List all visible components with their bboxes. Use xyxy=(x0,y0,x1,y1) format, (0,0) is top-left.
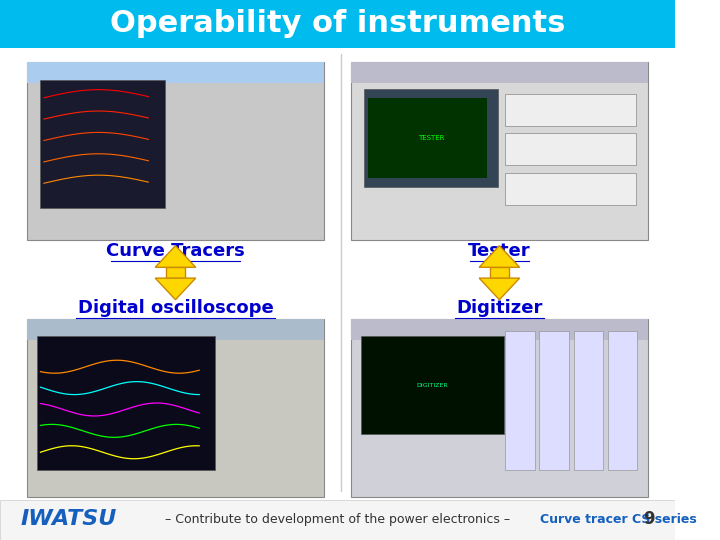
Bar xyxy=(27,319,324,497)
Bar xyxy=(166,267,185,278)
Bar xyxy=(574,331,603,470)
Bar xyxy=(351,319,648,340)
Text: Tester: Tester xyxy=(468,242,531,260)
Text: 9: 9 xyxy=(643,510,654,529)
Text: TESTER: TESTER xyxy=(418,135,444,141)
Text: IWATSU: IWATSU xyxy=(20,509,117,530)
Text: Digitizer: Digitizer xyxy=(456,299,543,317)
Bar xyxy=(351,62,648,84)
FancyBboxPatch shape xyxy=(0,0,675,48)
Text: – Contribute to development of the power electronics –: – Contribute to development of the power… xyxy=(165,513,510,526)
Bar xyxy=(505,133,636,165)
Bar xyxy=(37,336,215,470)
Bar xyxy=(27,319,324,340)
Text: Operability of instruments: Operability of instruments xyxy=(109,9,565,38)
Bar xyxy=(351,62,648,240)
Bar xyxy=(608,331,637,470)
Bar xyxy=(368,98,487,178)
Polygon shape xyxy=(479,246,520,267)
Polygon shape xyxy=(156,278,196,300)
Bar xyxy=(27,62,324,84)
Bar xyxy=(505,173,636,205)
Text: Curve Tracers: Curve Tracers xyxy=(106,242,245,260)
Polygon shape xyxy=(479,278,520,300)
Bar xyxy=(364,89,498,187)
Text: Digital oscilloscope: Digital oscilloscope xyxy=(78,299,274,317)
Text: Curve tracer CS series: Curve tracer CS series xyxy=(540,513,697,526)
Polygon shape xyxy=(156,246,196,267)
Bar xyxy=(361,336,503,434)
Bar xyxy=(505,94,636,126)
Text: DIGITIZER: DIGITIZER xyxy=(416,383,448,388)
Bar xyxy=(27,62,324,240)
Bar xyxy=(505,331,535,470)
Bar xyxy=(40,80,165,208)
Bar xyxy=(351,319,648,497)
Bar xyxy=(0,500,675,540)
Bar xyxy=(539,331,570,470)
Bar xyxy=(490,267,509,278)
